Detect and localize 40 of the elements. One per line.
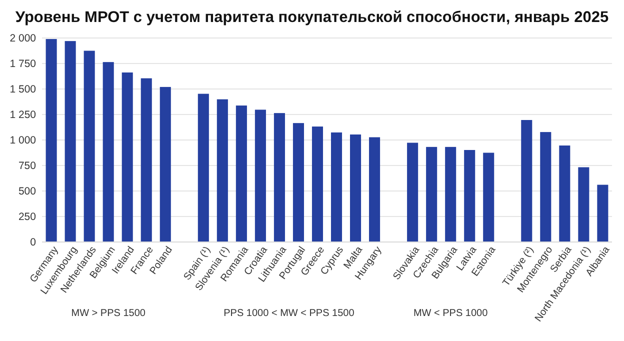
chart-title: Уровень МРОТ с учетом паритета покупательской способности, январь 2025 — [15, 9, 609, 26]
bar — [407, 142, 418, 242]
bar — [64, 41, 76, 242]
y-tick-label: 1 250 — [10, 108, 36, 121]
bar — [521, 120, 532, 242]
bar — [160, 86, 171, 242]
y-tick-label: 1 750 — [10, 58, 36, 70]
bar — [46, 39, 57, 242]
y-tick-label: 0 — [30, 236, 36, 248]
text: MW < PPS 1000 — [413, 308, 488, 319]
bar — [254, 110, 266, 242]
y-tick-label: 250 — [18, 210, 36, 223]
bar — [236, 106, 247, 242]
bar — [274, 113, 285, 242]
bar — [445, 146, 456, 242]
bar — [84, 50, 95, 242]
bar — [140, 78, 152, 242]
bar — [597, 184, 608, 242]
y-tick-label: 1 500 — [10, 83, 36, 96]
bar — [540, 132, 552, 242]
y-tick-label: 2 000 — [10, 32, 36, 44]
y-tick-label: 750 — [18, 160, 36, 172]
bar — [350, 134, 362, 242]
bar — [369, 137, 380, 242]
bar — [198, 94, 209, 242]
bar — [559, 146, 570, 242]
bar — [312, 126, 324, 242]
bar — [426, 146, 438, 242]
bar — [330, 132, 342, 242]
bar — [102, 62, 114, 242]
bar — [464, 150, 476, 242]
bar — [483, 152, 494, 242]
bar — [578, 167, 590, 242]
bar — [122, 72, 133, 242]
y-tick-label: 500 — [18, 185, 36, 198]
text: PPS 1000 < MW < PPS 1500 — [224, 308, 355, 319]
text: MW > PPS 1500 — [71, 308, 146, 319]
y-tick-label: 1 000 — [10, 134, 36, 146]
bar — [216, 99, 228, 242]
bar — [292, 123, 304, 242]
